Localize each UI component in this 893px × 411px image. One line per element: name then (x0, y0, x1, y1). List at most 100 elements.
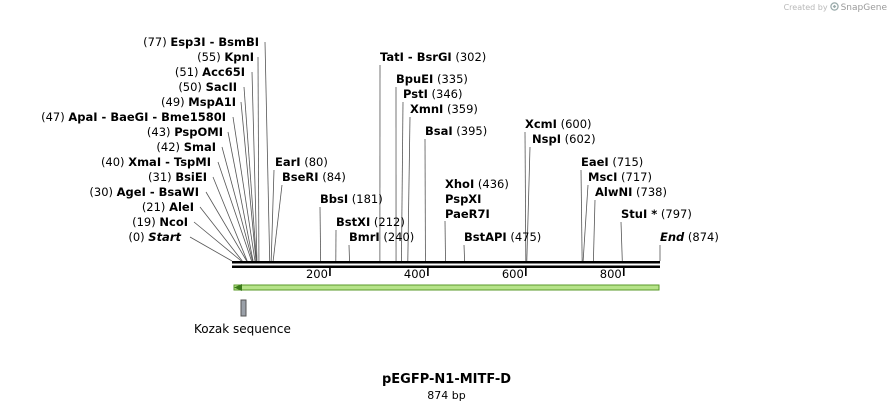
site-label-kpni[interactable]: (55) KpnI (197, 50, 254, 64)
site-label-paer7i[interactable]: PaeR7I (445, 207, 490, 221)
site-label-xmni[interactable]: XmnI (359) (410, 102, 478, 116)
leader-eari (270, 169, 275, 262)
site-label-mspa1i[interactable]: (49) MspA1I (161, 95, 236, 109)
site-label-msci[interactable]: MscI (717) (588, 170, 652, 184)
leader-bbsi (319, 206, 322, 262)
site-position: (717) (617, 170, 652, 184)
site-alt-name: TspMI (174, 155, 211, 169)
kozak-feature-block[interactable] (240, 299, 247, 317)
site-position: (80) (301, 155, 328, 169)
site-name: BstXI (336, 215, 370, 229)
site-name: BmrI (349, 230, 380, 244)
site-label-start[interactable]: (0) Start (128, 230, 181, 244)
site-alt-name: BaeGI (110, 110, 148, 124)
site-position: (77) (143, 35, 170, 49)
site-name: EaeI (581, 155, 609, 169)
site-label-xcmi[interactable]: XcmI (600) (525, 117, 592, 131)
feature-orf[interactable] (233, 284, 660, 291)
site-name: PspXI (445, 192, 481, 206)
site-label-psti[interactable]: PstI (346) (403, 87, 462, 101)
site-label-ncoi[interactable]: (19) NcoI (132, 215, 188, 229)
site-name: TatI (380, 50, 404, 64)
leader-start (189, 236, 233, 262)
site-label-tati[interactable]: TatI - BsrGI (302) (380, 50, 486, 64)
site-name: NspI (532, 132, 561, 146)
site-name: BsaI (425, 124, 453, 138)
leader-kpni (257, 56, 260, 262)
leader-msci (582, 184, 589, 262)
leader-bstapi (463, 244, 466, 262)
site-position: (395) (453, 124, 488, 138)
site-label-apai[interactable]: (47) ApaI - BaeGI - Bme1580I (41, 110, 226, 124)
site-position: (602) (561, 132, 596, 146)
site-label-bsai[interactable]: BsaI (395) (425, 124, 487, 138)
site-label-pspomi[interactable]: (43) PspOMI (147, 125, 223, 139)
site-label-bsiei[interactable]: (31) BsiEI (148, 170, 207, 184)
site-label-agei[interactable]: (30) AgeI - BsaWI (89, 185, 199, 199)
site-label-bstapi[interactable]: BstAPI (475) (464, 230, 541, 244)
feature-orf-arrowhead-icon (234, 284, 242, 291)
site-alt-name: BsaWI (159, 185, 199, 199)
site-label-bbsi[interactable]: BbsI (181) (320, 192, 383, 206)
site-position: (84) (319, 170, 346, 184)
site-label-smai[interactable]: (42) SmaI (156, 140, 216, 154)
snapgene-credit: Created by SnapGene (784, 2, 887, 13)
leader-esp3i (264, 41, 271, 262)
backbone-bottom-strand (232, 265, 660, 268)
site-name: KpnI (224, 50, 254, 64)
site-label-bmri[interactable]: BmrI (240) (349, 230, 414, 244)
site-name: AgeI (117, 185, 146, 199)
site-label-sacii[interactable]: (50) SacII (178, 80, 237, 94)
site-name: MscI (588, 170, 617, 184)
site-position: (715) (609, 155, 644, 169)
leader-bmri (348, 244, 350, 262)
site-label-xmai[interactable]: (40) XmaI - TspMI (101, 155, 211, 169)
site-position: (181) (348, 192, 383, 206)
site-label-bstxi[interactable]: BstXI (212) (336, 215, 405, 229)
site-label-eari[interactable]: EarI (80) (275, 155, 328, 169)
leader-alwni (593, 199, 596, 262)
site-position: (212) (370, 215, 405, 229)
tick-label-800: 800 (600, 267, 622, 281)
site-label-nspi[interactable]: NspI (602) (532, 132, 596, 146)
site-label-pspxi[interactable]: PspXI (445, 192, 481, 206)
tick-label-200: 200 (306, 267, 328, 281)
site-label-acc65i[interactable]: (51) Acc65I (175, 65, 245, 79)
site-leaders (189, 41, 661, 262)
site-name: Start (148, 230, 181, 244)
site-position: (42) (156, 140, 183, 154)
leader-xhoi (444, 220, 446, 262)
site-name: EarI (275, 155, 301, 169)
site-label-alwni[interactable]: AlwNI (738) (595, 185, 667, 199)
site-position: (21) (142, 200, 169, 214)
site-label-bseri[interactable]: BseRI (84) (282, 170, 346, 184)
site-label-eaei[interactable]: EaeI (715) (581, 155, 643, 169)
leader-acc65i (251, 71, 258, 262)
site-label-esp3i[interactable]: (77) Esp3I - BsmBI (143, 35, 259, 49)
site-position: (436) (474, 177, 509, 191)
site-label-alei[interactable]: (21) AleI (142, 200, 194, 214)
credit-brand: SnapGene (840, 2, 887, 13)
site-separator: - (146, 185, 159, 199)
site-position: (0) (128, 230, 148, 244)
site-label-xhoi[interactable]: XhoI (436) (445, 177, 509, 191)
site-position: (346) (428, 87, 463, 101)
site-position: (600) (557, 117, 592, 131)
site-label-end[interactable]: End (874) (660, 230, 719, 244)
leader-nspi (526, 146, 531, 262)
site-labels: (0) Start(19) NcoI(21) AleI(30) AgeI - B… (41, 35, 719, 244)
site-name: BpuEI (396, 72, 433, 86)
leader-ncoi (193, 221, 242, 262)
tick-label-600: 600 (502, 267, 524, 281)
leader-agei (205, 191, 248, 262)
site-label-stui[interactable]: StuI * (797) (621, 207, 692, 221)
leader-apai (232, 116, 256, 262)
site-separator: - (148, 110, 161, 124)
site-alt-name: BsmBI (218, 35, 259, 49)
leader-bsiei (212, 176, 248, 262)
leader-xmni (407, 116, 411, 262)
site-alt-name: Bme1580I (161, 110, 226, 124)
site-position: (335) (433, 72, 468, 86)
snapgene-logo-icon (829, 2, 839, 13)
site-label-bpuei[interactable]: BpuEI (335) (396, 72, 468, 86)
